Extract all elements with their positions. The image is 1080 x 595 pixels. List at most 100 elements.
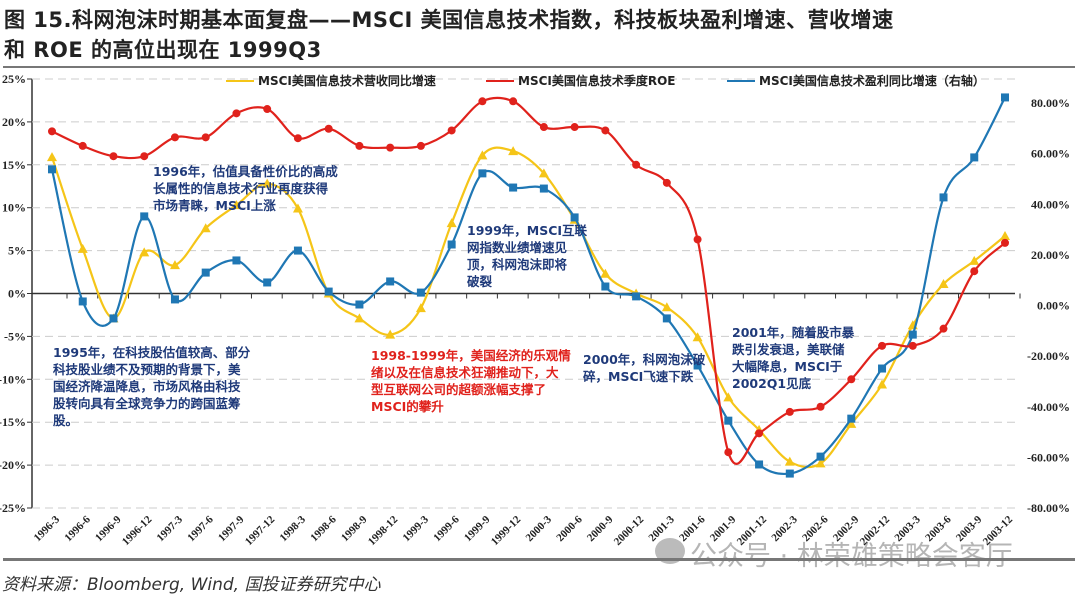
chart-frame <box>3 66 1075 561</box>
data-point <box>48 165 56 174</box>
data-point <box>632 160 641 169</box>
data-point <box>232 256 241 265</box>
data-point <box>570 123 579 132</box>
x-tick-label: 2000-3 <box>523 513 554 544</box>
data-point <box>908 330 917 339</box>
data-point <box>292 203 303 213</box>
annotation-1996: 1996年，估值具备性价比的高成 长属性的信息技术行业再度获得 市场青睐，MSC… <box>153 164 338 213</box>
data-point <box>447 240 456 249</box>
right-tick-label: -80.00% <box>1027 501 1070 515</box>
data-point <box>938 279 949 289</box>
x-tick-label: 2000-6 <box>554 513 585 544</box>
data-point <box>847 375 856 384</box>
series-roe <box>48 96 1009 465</box>
data-point <box>47 152 57 162</box>
data-point <box>262 178 273 188</box>
data-point <box>201 133 210 142</box>
data-point <box>48 127 56 136</box>
x-tick-label: 1998-12 <box>366 513 401 548</box>
data-point <box>416 141 425 150</box>
left-tick-label: 15% <box>2 158 26 172</box>
legend-label: MSCI美国信息技术盈利同比增速（右轴） <box>759 74 985 88</box>
data-point <box>77 243 88 253</box>
data-point <box>693 235 702 244</box>
data-point <box>662 314 671 323</box>
data-point <box>78 297 87 306</box>
data-point <box>447 126 456 135</box>
data-point <box>478 169 487 178</box>
data-point <box>415 303 426 313</box>
data-point <box>970 153 979 162</box>
wechat-icon <box>655 538 685 564</box>
right-tick-label: 20.00% <box>1031 248 1070 262</box>
legend-item-revenue: MSCI美国信息技术营收同比增速 <box>226 72 436 89</box>
data-point <box>201 268 210 277</box>
data-point <box>570 213 579 222</box>
data-point <box>877 379 888 389</box>
data-point <box>263 278 272 287</box>
data-point <box>446 218 457 228</box>
data-point <box>816 452 825 461</box>
data-point <box>140 152 149 161</box>
data-point <box>200 223 211 233</box>
data-point <box>692 332 703 342</box>
data-point <box>601 282 610 291</box>
figure-title-line2: 和 ROE 的高位出现在 1999Q3 <box>4 38 322 62</box>
data-point <box>600 268 611 278</box>
left-tick-label: -25% <box>0 501 26 515</box>
legend-label: MSCI美国信息技术营收同比增速 <box>258 74 436 88</box>
data-point <box>355 141 364 150</box>
series-earnings <box>48 93 1009 478</box>
legend-label: MSCI美国信息技术季度ROE <box>518 74 676 88</box>
right-tick-label: 40.00% <box>1031 197 1070 211</box>
data-point <box>539 184 548 193</box>
data-point <box>847 414 856 423</box>
data-point <box>386 143 395 152</box>
right-tick-label: 80.00% <box>1031 96 1070 110</box>
data-point <box>477 150 488 160</box>
data-point <box>109 152 118 161</box>
data-point <box>538 168 549 178</box>
data-point <box>939 193 948 202</box>
data-point <box>1001 238 1009 247</box>
data-point <box>170 133 179 142</box>
data-point <box>354 313 365 323</box>
data-point <box>878 364 887 373</box>
data-point <box>601 126 610 135</box>
x-tick-label: 1997-3 <box>155 513 186 544</box>
right-tick-label: -40.00% <box>1027 400 1070 414</box>
x-tick-label: 1997-6 <box>185 513 216 544</box>
x-tick-label: 2000-12 <box>612 513 647 548</box>
annotation-1999: 1999年，MSCI互联 网指数业绩增速见 顶，科网泡沫即将 破裂 <box>467 223 588 289</box>
data-point <box>724 448 733 457</box>
left-tick-label: -20% <box>0 458 26 472</box>
left-tick-label: 5% <box>8 244 26 258</box>
annotation-1995: 1995年，在科技股估值较高、部分 科技股业绩不及预期的背景下，美 国经济降温降… <box>53 345 251 428</box>
data-point <box>170 295 179 304</box>
data-point <box>970 267 979 276</box>
data-point <box>231 200 242 210</box>
data-point <box>293 134 302 143</box>
data-point <box>1000 231 1010 241</box>
data-point <box>755 429 764 438</box>
data-point <box>324 124 333 133</box>
x-tick-label: 1999-12 <box>489 513 524 548</box>
data-point <box>139 247 150 257</box>
x-tick-label: 1998-6 <box>308 513 339 544</box>
data-point <box>693 361 702 370</box>
x-tick-label: 1996-3 <box>32 513 63 544</box>
data-point <box>509 97 518 106</box>
data-point <box>263 105 272 114</box>
x-tick-label: 1999-3 <box>400 513 431 544</box>
source-note: 资料来源：Bloomberg, Wind, 国投证券研究中心 <box>2 575 381 595</box>
data-point <box>969 255 980 265</box>
data-point <box>908 341 917 350</box>
data-point <box>723 392 734 402</box>
left-tick-label: 10% <box>2 201 26 215</box>
data-point <box>724 416 733 425</box>
x-tick-label: 1997-12 <box>243 513 278 548</box>
data-point <box>785 407 794 416</box>
data-point <box>324 287 333 296</box>
x-tick-label: 1998-3 <box>278 513 309 544</box>
